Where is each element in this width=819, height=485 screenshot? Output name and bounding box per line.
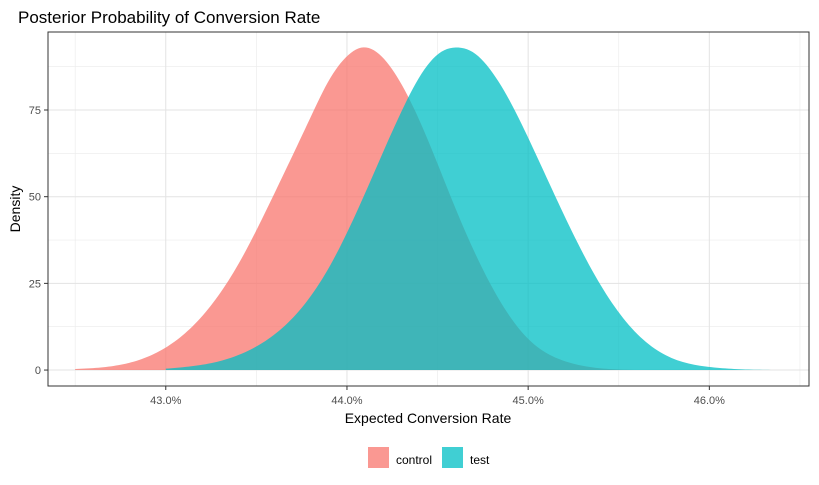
x-tick-label: 44.0% [331, 395, 362, 407]
x-tick-label: 45.0% [513, 395, 544, 407]
x-tick-label: 43.0% [150, 395, 181, 407]
x-tick-label: 46.0% [694, 395, 725, 407]
y-axis-title: Density [7, 186, 23, 233]
y-tick-label: 75 [29, 105, 41, 117]
plot-border [47, 31, 810, 387]
y-tick-label: 50 [29, 192, 41, 204]
legend-key-test [442, 447, 463, 468]
density-area-test [165, 47, 791, 371]
x-axis-title: Expected Conversion Rate [345, 410, 512, 426]
legend-label-control: control [396, 453, 432, 467]
legend-label-test: test [470, 453, 490, 467]
y-tick-label: 25 [29, 278, 41, 290]
density-area-control [75, 47, 637, 371]
axis-ticks: 43.0% 44.0% 45.0% 46.0% 0 25 50 75 [29, 105, 725, 407]
y-tick-label: 0 [35, 365, 41, 377]
legend-key-control [368, 447, 389, 468]
density-areas [75, 47, 791, 371]
legend: control test [368, 447, 490, 468]
chart-title: Posterior Probability of Conversion Rate [18, 8, 320, 27]
